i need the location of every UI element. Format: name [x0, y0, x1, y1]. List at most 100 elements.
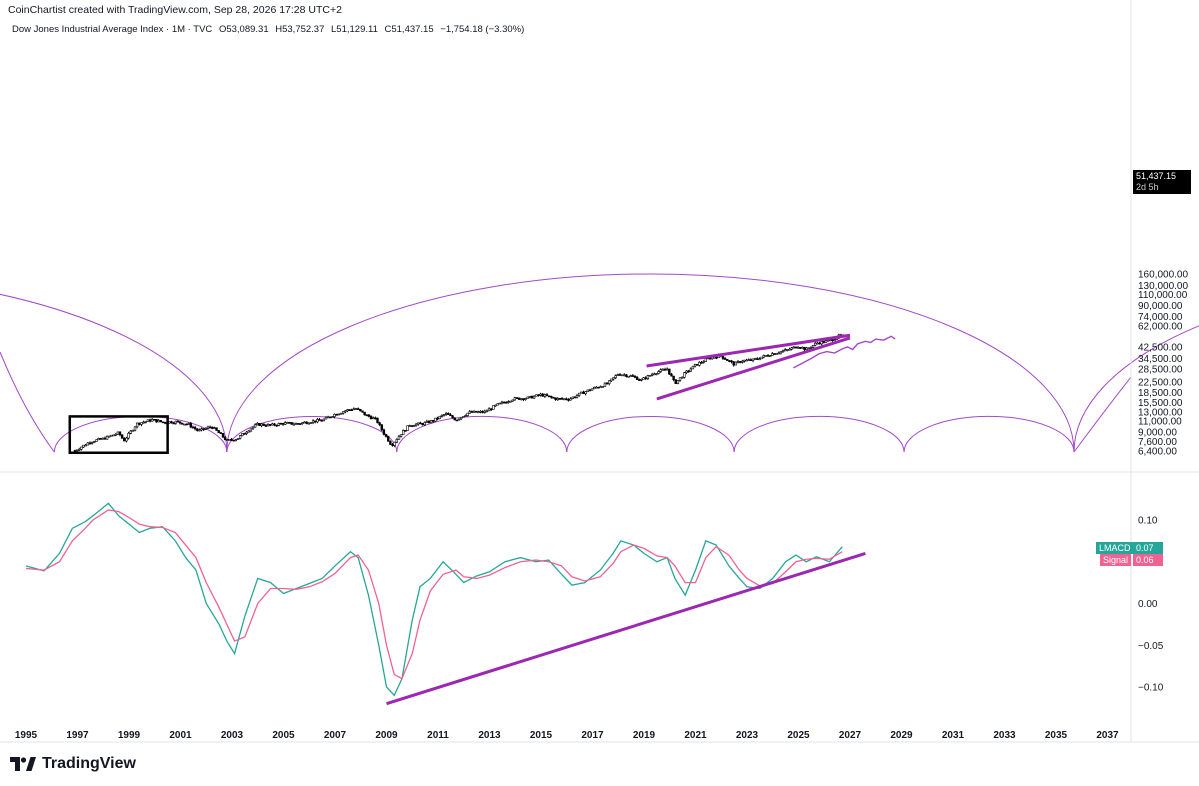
candle-body[interactable]	[629, 375, 632, 377]
candle-body[interactable]	[721, 355, 725, 359]
candle-body[interactable]	[133, 426, 137, 431]
candle-body[interactable]	[466, 412, 469, 416]
candle-body[interactable]	[562, 398, 566, 401]
candle-body[interactable]	[487, 408, 491, 412]
candle-body[interactable]	[520, 398, 523, 400]
candle-body[interactable]	[648, 375, 652, 377]
candle-body[interactable]	[659, 369, 662, 372]
candle-body[interactable]	[464, 415, 467, 417]
candle-body[interactable]	[382, 429, 386, 435]
candle-body[interactable]	[223, 436, 227, 441]
candle-body[interactable]	[702, 361, 705, 363]
candle-body[interactable]	[260, 423, 263, 426]
candle-body[interactable]	[346, 409, 349, 412]
candle-body[interactable]	[290, 422, 293, 425]
candle-body[interactable]	[614, 375, 617, 378]
candle-body[interactable]	[221, 433, 225, 438]
candle-body[interactable]	[507, 401, 510, 403]
candle-body[interactable]	[131, 429, 135, 432]
candle-body[interactable]	[322, 418, 326, 422]
candle-body[interactable]	[380, 424, 383, 431]
candle-body[interactable]	[696, 363, 699, 366]
candle-body[interactable]	[468, 411, 471, 414]
candle-body[interactable]	[689, 368, 692, 372]
candle-body[interactable]	[477, 411, 480, 414]
candle-body[interactable]	[90, 441, 94, 444]
candle-body[interactable]	[427, 420, 431, 424]
candle-body[interactable]	[788, 348, 791, 351]
candle-body[interactable]	[603, 382, 607, 387]
candle-body[interactable]	[157, 420, 160, 423]
candle-body[interactable]	[590, 388, 594, 391]
candle-body[interactable]	[826, 339, 830, 342]
candle-body[interactable]	[247, 430, 250, 433]
candle-body[interactable]	[161, 421, 165, 424]
candle-body[interactable]	[80, 446, 83, 450]
candle-body[interactable]	[777, 352, 780, 355]
price-pane[interactable]	[0, 273, 1199, 454]
candle-body[interactable]	[588, 389, 592, 392]
candle-body[interactable]	[127, 433, 130, 439]
candle-body[interactable]	[481, 411, 484, 413]
candle-body[interactable]	[539, 393, 542, 396]
candle-body[interactable]	[565, 398, 568, 401]
candle-body[interactable]	[159, 420, 162, 423]
candle-body[interactable]	[331, 416, 334, 418]
candle-body[interactable]	[155, 419, 158, 423]
candle-body[interactable]	[129, 430, 132, 434]
candle-body[interactable]	[824, 340, 828, 343]
candle-body[interactable]	[344, 410, 347, 413]
candle-body[interactable]	[288, 422, 291, 424]
candle-body[interactable]	[181, 422, 184, 425]
candle-body[interactable]	[723, 358, 727, 360]
candle-body[interactable]	[522, 398, 525, 400]
candle-body[interactable]	[451, 415, 454, 419]
candle-body[interactable]	[234, 439, 238, 441]
rising-wedge-trendline[interactable]	[656, 336, 851, 401]
candle-body[interactable]	[363, 411, 366, 416]
candle-body[interactable]	[736, 361, 740, 363]
candle-body[interactable]	[108, 435, 111, 438]
candle-body[interactable]	[500, 401, 504, 404]
candle-body[interactable]	[404, 430, 407, 432]
candle-body[interactable]	[114, 433, 117, 436]
candle-body[interactable]	[584, 391, 587, 395]
candle-body[interactable]	[440, 414, 444, 417]
candle-body[interactable]	[582, 391, 585, 395]
candle-body[interactable]	[417, 422, 420, 425]
candle-body[interactable]	[820, 341, 823, 345]
candle-body[interactable]	[545, 394, 549, 397]
candle-body[interactable]	[371, 417, 375, 420]
candle-body[interactable]	[809, 347, 813, 349]
candle-body[interactable]	[783, 349, 787, 352]
candle-body[interactable]	[191, 426, 195, 429]
candle-body[interactable]	[532, 395, 536, 399]
candle-body[interactable]	[408, 425, 411, 427]
candle-body[interactable]	[685, 370, 688, 373]
candle-body[interactable]	[268, 424, 272, 426]
candle-body[interactable]	[631, 375, 635, 377]
candle-body[interactable]	[801, 346, 804, 349]
candle-body[interactable]	[693, 363, 697, 367]
candle-body[interactable]	[556, 398, 559, 400]
candle-body[interactable]	[299, 423, 302, 425]
candle-body[interactable]	[399, 434, 403, 437]
candle-body[interactable]	[599, 386, 602, 388]
candle-body[interactable]	[741, 360, 744, 363]
candle-body[interactable]	[86, 442, 90, 446]
candle-body[interactable]	[251, 426, 255, 430]
candle-body[interactable]	[526, 396, 529, 399]
candle-body[interactable]	[78, 448, 81, 451]
candle-body[interactable]	[170, 421, 173, 424]
tradingview-logo[interactable]: TradingView	[10, 755, 136, 773]
candle-body[interactable]	[387, 436, 390, 442]
candle-body[interactable]	[833, 339, 836, 341]
candle-body[interactable]	[397, 435, 401, 440]
candle-body[interactable]	[367, 414, 371, 417]
candle-body[interactable]	[412, 425, 416, 427]
candle-body[interactable]	[116, 431, 120, 435]
candle-body[interactable]	[764, 355, 768, 357]
candle-body[interactable]	[796, 347, 800, 349]
candle-body[interactable]	[490, 408, 493, 411]
